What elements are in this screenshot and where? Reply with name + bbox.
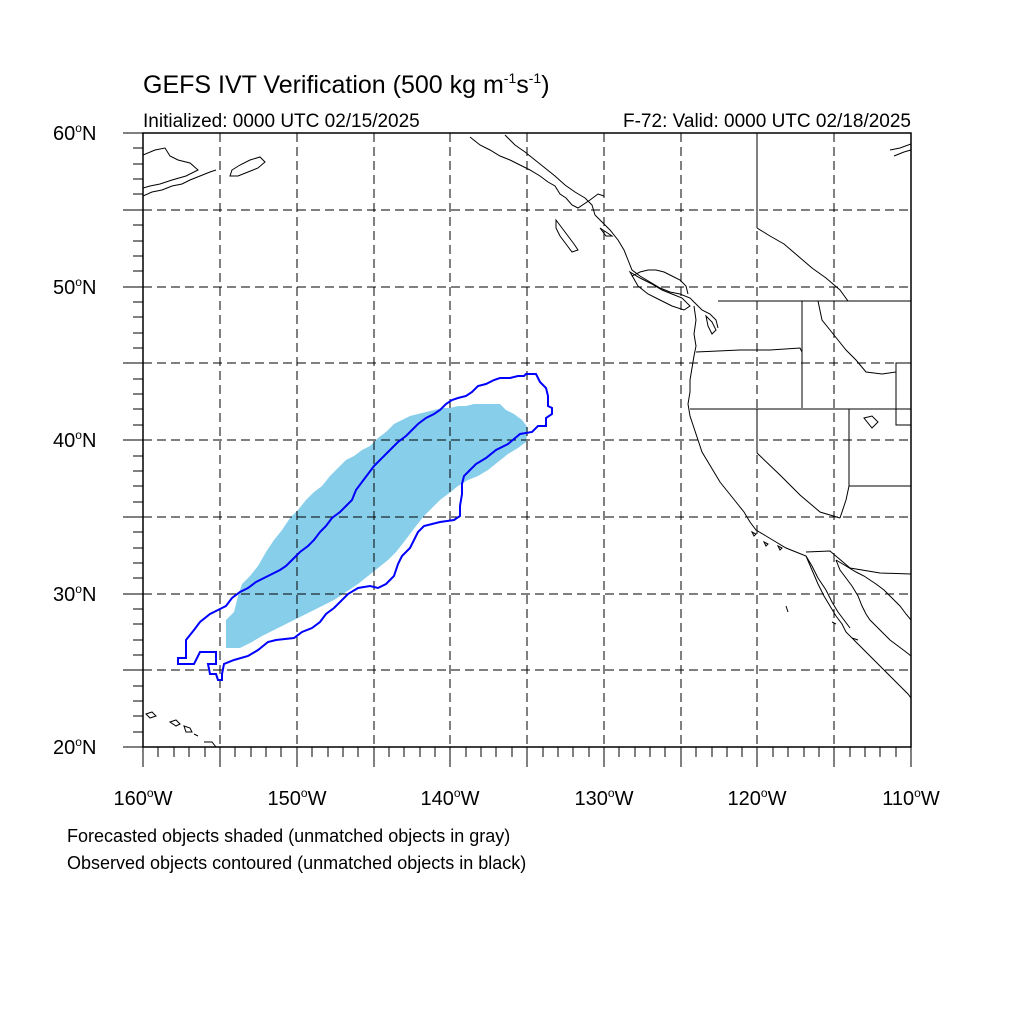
map-title: GEFS IVT Verification (500 kg m-1s-1)	[143, 70, 550, 99]
forecast-object	[226, 404, 528, 648]
coastlines	[143, 133, 911, 747]
lat-label-50n: 50oN	[53, 275, 97, 299]
axis-ticks	[123, 132, 912, 767]
lat-label-20n: 20oN	[53, 735, 97, 759]
graticule	[143, 133, 911, 747]
lon-label-120w: 120oW	[727, 786, 787, 810]
lat-label-60n: 60oN	[53, 121, 97, 145]
observed-object-contour	[177, 373, 553, 681]
lon-label-130w: 130oW	[574, 786, 634, 810]
initialized-time: Initialized: 0000 UTC 02/15/2025	[143, 111, 420, 132]
lat-label-40n: 40oN	[53, 428, 97, 452]
lon-label-140w: 140oW	[420, 786, 480, 810]
lon-label-150w: 150oW	[267, 786, 327, 810]
lon-label-110w: 110oW	[882, 786, 940, 810]
valid-time: F-72: Valid: 0000 UTC 02/18/2025	[623, 111, 911, 132]
lat-label-30n: 30oN	[53, 582, 97, 606]
lon-label-160w: 160oW	[113, 786, 173, 810]
forecast-note: Forecasted objects shaded (unmatched obj…	[67, 826, 511, 846]
observed-note: Observed objects contoured (unmatched ob…	[67, 853, 527, 873]
